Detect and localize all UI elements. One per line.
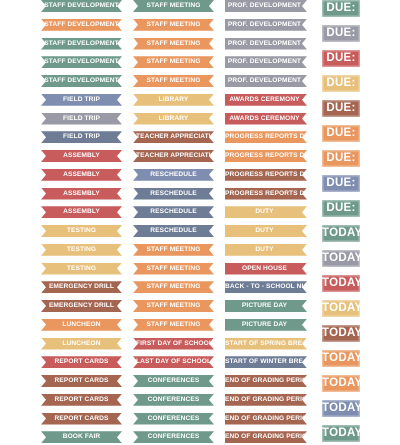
planner-sticker: TESTING [41,244,122,256]
planner-sticker: STAFF DEVELOPMENT [41,75,122,87]
planner-sticker: PROF. DEVELOPMENT [225,0,307,12]
planner-sticker: STAFF MEETING [133,38,214,50]
stamp-sticker: TODAY [322,225,362,242]
planner-sticker: EMERGENCY DRILL [41,281,122,293]
planner-sticker: CONFERENCES [133,394,214,406]
planner-sticker: CONFERENCES [133,413,214,425]
planner-sticker: PROGRESS REPORTS DUE [225,150,307,162]
planner-sticker: PROF. DEVELOPMENT [225,56,307,68]
planner-sticker: AWARDS CEREMONY [225,113,307,125]
planner-sticker: FIRST DAY OF SCHOOL [133,338,214,350]
planner-sticker: STAFF MEETING [133,56,214,68]
planner-sticker: STAFF MEETING [133,244,214,256]
planner-sticker: RESCHEDULE [133,188,214,200]
planner-sticker: PROGRESS REPORTS DUE [225,131,307,143]
planner-sticker: FIELD TRIP [41,94,122,106]
stamp-sticker: DUE: [322,50,360,67]
planner-sticker: REPORT CARDS [41,356,122,368]
stamp-sticker: DUE: [322,200,360,217]
stamp-sticker: DUE: [322,175,360,192]
planner-sticker: CONFERENCES [133,431,214,443]
planner-sticker: EMERGENCY DRILL [41,300,122,312]
planner-sticker: STAFF MEETING [133,300,214,312]
planner-sticker: RESCHEDULE [133,225,214,237]
planner-sticker: TESTING [41,263,122,275]
planner-sticker: START OF SPRING BREAK [225,338,307,350]
planner-sticker: START OF WINTER BREAK [225,356,307,368]
planner-sticker: STAFF MEETING [133,263,214,275]
stamp-sticker: DUE: [322,100,360,117]
stamp-sticker: TODAY [322,375,362,392]
planner-sticker: TEACHER APPRECIATION [133,150,214,162]
stamp-sticker: DUE: [322,75,360,92]
stamp-sticker: TODAY [322,300,362,317]
planner-sticker: STAFF MEETING [133,19,214,31]
planner-sticker: STAFF MEETING [133,0,214,12]
planner-sticker: DUTY [225,244,307,256]
stamp-sticker: TODAY [322,425,362,442]
planner-sticker: LUNCHEON [41,319,122,331]
planner-sticker: TEACHER APPRECIATION [133,131,214,143]
planner-sticker: FIELD TRIP [41,113,122,125]
stamp-sticker: DUE: [322,150,360,167]
planner-sticker: PROF. DEVELOPMENT [225,75,307,87]
planner-sticker: ASSEMBLY [41,206,122,218]
stamp-sticker: DUE: [322,0,360,17]
planner-sticker: REPORT CARDS [41,375,122,387]
planner-sticker: BACK - TO - SCHOOL NIGHT [225,281,307,293]
planner-sticker: PICTURE DAY [225,300,307,312]
planner-sticker: REPORT CARDS [41,413,122,425]
planner-sticker: END OF GRADING PERIOD [225,375,307,387]
planner-sticker: ASSEMBLY [41,188,122,200]
planner-sticker: FIELD TRIP [41,131,122,143]
stamp-sticker: DUE: [322,25,360,42]
planner-sticker: STAFF MEETING [133,319,214,331]
planner-sticker: ASSEMBLY [41,169,122,181]
planner-sticker: PICTURE DAY [225,319,307,331]
stamp-sticker: TODAY [322,250,362,267]
planner-sticker: BOOK FAIR [41,431,122,443]
planner-sticker: LUNCHEON [41,338,122,350]
planner-sticker: TESTING [41,225,122,237]
planner-sticker: LIBRARY [133,113,214,125]
planner-sticker: PROF. DEVELOPMENT [225,38,307,50]
planner-sticker: END OF GRADING PERIOD [225,394,307,406]
planner-sticker: STAFF DEVELOPMENT [41,19,122,31]
planner-sticker: AWARDS CEREMONY [225,94,307,106]
planner-sticker: ASSEMBLY [41,150,122,162]
planner-sticker: DUTY [225,225,307,237]
stamp-sticker: TODAY [322,275,362,292]
stamp-sticker: TODAY [322,400,362,417]
planner-sticker: STAFF MEETING [133,281,214,293]
planner-sticker: REPORT CARDS [41,394,122,406]
planner-sticker: END OF GRADING PERIOD [225,413,307,425]
planner-sticker: END OF GRADING PERIOD [225,431,307,443]
planner-sticker: RESCHEDULE [133,206,214,218]
stamp-sticker: TODAY [322,325,362,342]
stamp-sticker: DUE: [322,125,360,142]
planner-sticker: PROGRESS REPORTS DUE [225,188,307,200]
planner-sticker: STAFF DEVELOPMENT [41,0,122,12]
planner-sticker: LIBRARY [133,94,214,106]
planner-sticker: STAFF MEETING [133,75,214,87]
planner-sticker: RESCHEDULE [133,169,214,181]
planner-sticker: OPEN HOUSE [225,263,307,275]
stamp-sticker: TODAY [322,350,362,367]
planner-sticker: DUTY [225,206,307,218]
planner-sticker: LAST DAY OF SCHOOL [133,356,214,368]
planner-sticker: CONFERENCES [133,375,214,387]
planner-sticker: PROF. DEVELOPMENT [225,19,307,31]
planner-sticker: STAFF DEVELOPMENT [41,56,122,68]
planner-sticker: STAFF DEVELOPMENT [41,38,122,50]
planner-sticker: PROGRESS REPORTS DUE [225,169,307,181]
